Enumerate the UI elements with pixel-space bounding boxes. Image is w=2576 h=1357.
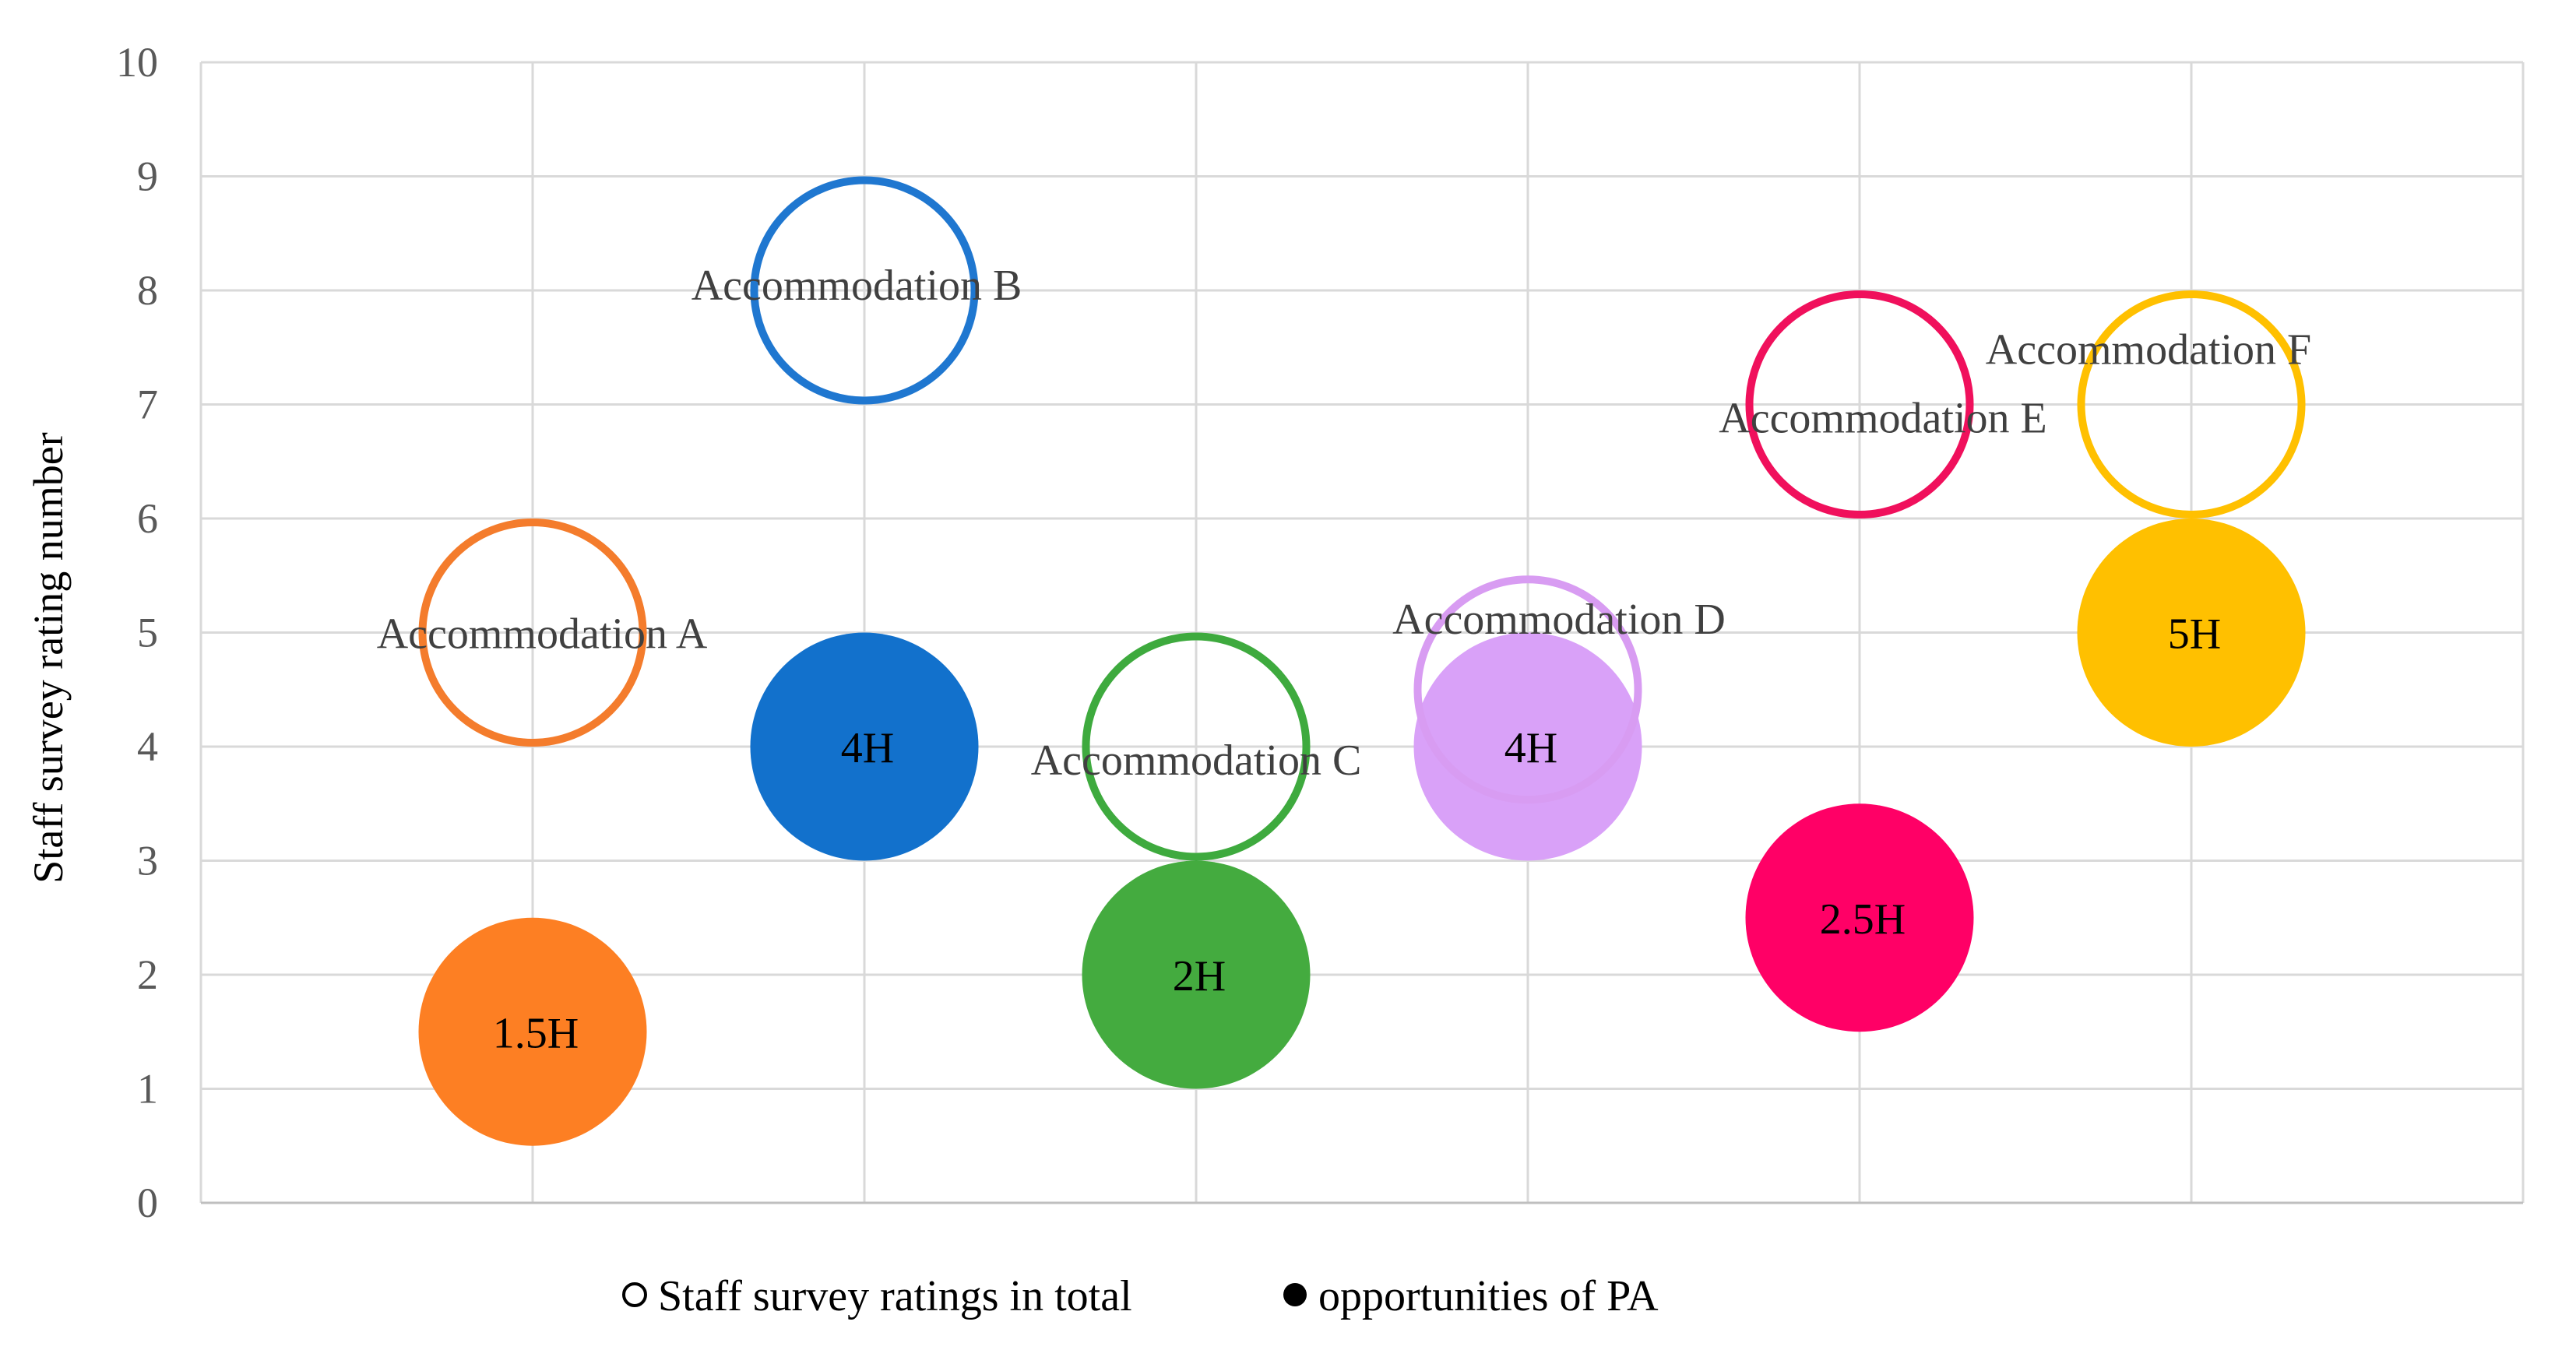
survey-ring-5 [1745, 290, 1974, 519]
legend: Staff survey ratings in total opportunit… [622, 1272, 1659, 1320]
legend-marker-open [622, 1282, 647, 1307]
survey-ring-4 [1413, 575, 1642, 804]
pa-bubble-label-1: 1.5H [493, 1009, 579, 1057]
pa-bubble-label-2: 4H [841, 724, 894, 772]
pa-bubble-label-3: 2H [1173, 952, 1226, 1000]
axes: 0 1 2 3 4 5 6 7 8 9 10 [116, 39, 2523, 1226]
pa-bubble-1 [418, 917, 647, 1146]
pa-bubble-label-5: 2.5H [1820, 895, 1906, 944]
survey-ring-label-6: Accommodation F [1986, 326, 2311, 374]
y-tick-label: 2 [137, 951, 158, 998]
legend-label-opportunities: opportunities of PA [1318, 1272, 1659, 1320]
survey-ring-label-3: Accommodation C [1031, 737, 1362, 785]
bubbles [418, 176, 2306, 1146]
survey-ring-label-2: Accommodation B [692, 262, 1022, 310]
survey-ring-6 [2077, 290, 2306, 519]
y-axis-label: Staff survey rating number [25, 432, 72, 883]
y-tick-label: 5 [137, 610, 158, 656]
y-tick-label: 4 [137, 723, 158, 770]
y-tick-label: 3 [137, 838, 158, 884]
y-tick-label: 6 [137, 495, 158, 542]
survey-ring-3 [1082, 632, 1311, 861]
y-tick-label: 8 [137, 267, 158, 314]
y-tick-label: 10 [116, 39, 158, 86]
survey-ring-label-1: Accommodation A [377, 610, 708, 659]
pa-bubble-6 [2077, 519, 2306, 747]
y-tick-label: 0 [137, 1179, 158, 1226]
survey-ring-label-5: Accommodation E [1719, 395, 2046, 443]
bubble-labels: 1.5H 4H 2H 4H 2.5H 5H Accommodation A Accommoda… [377, 262, 2311, 1057]
y-tick-label: 1 [137, 1066, 158, 1113]
pa-bubble-3 [1082, 860, 1311, 1089]
legend-marker-filled [1283, 1283, 1307, 1306]
pa-bubble-label-6: 5H [2168, 610, 2221, 659]
pa-bubble-5 [1745, 803, 1974, 1032]
y-tick-label: 9 [137, 153, 158, 200]
y-tick-label: 7 [137, 381, 158, 428]
legend-label-staff-survey: Staff survey ratings in total [658, 1272, 1132, 1320]
survey-ring-label-4: Accommodation D [1392, 596, 1726, 644]
survey-ring-2 [750, 176, 979, 405]
pa-bubble-label-4: 4H [1504, 724, 1557, 772]
pa-bubble-2 [750, 632, 979, 861]
survey-ring-1 [418, 519, 647, 747]
pa-bubble-4 [1413, 632, 1642, 861]
